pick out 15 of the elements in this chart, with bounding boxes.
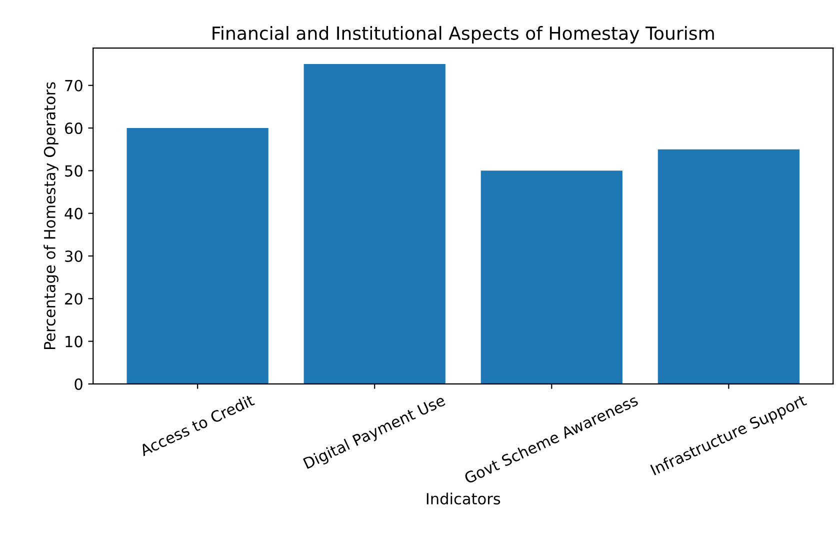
bar — [658, 149, 800, 384]
y-tick-label: 30 — [65, 250, 82, 262]
y-tick-label: 40 — [64, 208, 82, 220]
y-tick-label: 10 — [66, 336, 82, 348]
y-tick-label: 70 — [65, 80, 82, 92]
x-axis-title: Indicators — [426, 492, 500, 505]
y-tick-label: 50 — [65, 165, 82, 177]
bar — [480, 170, 622, 384]
bar — [126, 128, 268, 384]
bar — [304, 64, 446, 384]
chart-title: Financial and Institutional Aspects of Homestay Tourism — [212, 26, 714, 44]
y-tick-label: 60 — [65, 122, 82, 134]
y-axis-title: Percentage of Homestay Operators — [44, 82, 58, 350]
y-tick-label: 0 — [74, 378, 82, 390]
y-tick-label: 20 — [65, 293, 82, 305]
